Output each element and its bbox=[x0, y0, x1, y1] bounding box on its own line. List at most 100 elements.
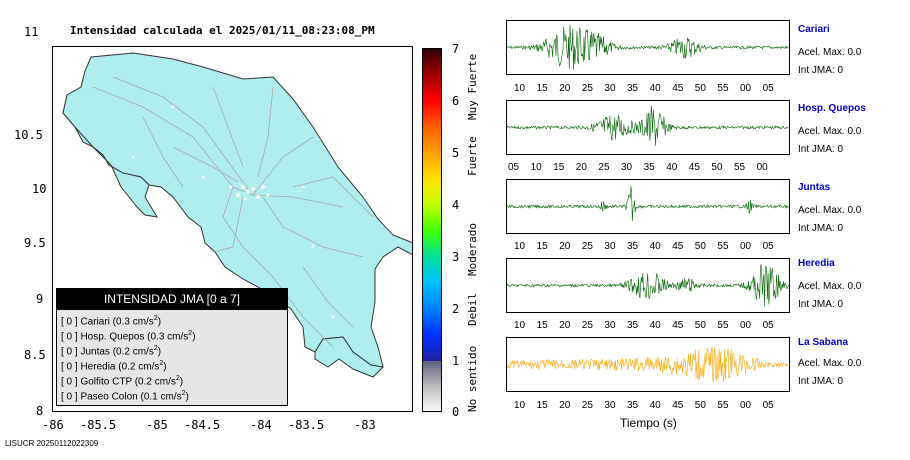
legend-header: INTENSIDAD JMA [0 a 7] bbox=[57, 289, 287, 310]
colorbar-tick: 5 bbox=[452, 146, 460, 160]
time-tick: 50 bbox=[711, 162, 723, 173]
map-y-tick: 8.5 bbox=[24, 348, 46, 362]
colorbar-tick: 6 bbox=[452, 94, 460, 108]
time-tick: 20 bbox=[559, 400, 571, 411]
time-tick: 15 bbox=[536, 83, 548, 94]
time-tick: 20 bbox=[575, 162, 587, 173]
station-int: Int JMA: 0 bbox=[798, 223, 844, 234]
intensity-colorbar bbox=[422, 48, 442, 412]
time-tick: 45 bbox=[672, 320, 684, 331]
time-tick: 40 bbox=[649, 83, 661, 94]
time-tick: 35 bbox=[643, 162, 655, 173]
time-tick: 05 bbox=[762, 83, 774, 94]
time-tick: 35 bbox=[627, 241, 639, 252]
station-name: Hosp. Quepos bbox=[798, 103, 866, 114]
seismogram-la-sabana bbox=[506, 337, 790, 392]
time-tick: 00 bbox=[740, 320, 752, 331]
colorbar-label-debil: Debil bbox=[466, 292, 479, 326]
map-x-tick: -86 bbox=[42, 418, 64, 432]
map-title: Intensidad calculada el 2025/01/11_08:23… bbox=[70, 24, 375, 37]
time-tick: 35 bbox=[627, 320, 639, 331]
footer-id: LISUCR 20250112022309 bbox=[5, 439, 99, 448]
legend-row-heredia: [ 0 ] Heredia (0.2 cm/s2) bbox=[61, 360, 167, 373]
colorbar-label-moderado: Moderado bbox=[466, 223, 479, 276]
station-acel: Acel. Max. 0.0 bbox=[798, 126, 862, 137]
colorbar-tick: 7 bbox=[452, 42, 460, 56]
station-acel: Acel. Max. 0.0 bbox=[798, 281, 862, 292]
waveform-trace bbox=[507, 186, 789, 222]
time-tick: 10 bbox=[530, 162, 542, 173]
time-tick: 05 bbox=[508, 162, 520, 173]
time-tick: 30 bbox=[604, 400, 616, 411]
colorbar-tick: 1 bbox=[452, 354, 460, 368]
station-int: Int JMA: 0 bbox=[798, 144, 844, 155]
map-y-tick: 10.5 bbox=[14, 128, 43, 142]
legend-row-cariari: [ 0 ] Cariari (0.3 cm/s2) bbox=[61, 315, 162, 328]
time-tick: 40 bbox=[666, 162, 678, 173]
time-tick: 40 bbox=[649, 320, 661, 331]
time-tick: 15 bbox=[536, 320, 548, 331]
time-tick: 35 bbox=[627, 83, 639, 94]
time-tick: 15 bbox=[536, 400, 548, 411]
time-tick: 20 bbox=[559, 83, 571, 94]
map-y-tick: 11 bbox=[24, 25, 39, 39]
town-markers bbox=[131, 105, 335, 319]
station-acel: Acel. Max. 0.0 bbox=[798, 358, 862, 369]
time-tick: 45 bbox=[672, 83, 684, 94]
time-tick: 55 bbox=[717, 83, 729, 94]
seismogram-cariari bbox=[506, 20, 790, 75]
intensity-legend: INTENSIDAD JMA [0 a 7] [ 0 ] Cariari (0.… bbox=[56, 288, 288, 406]
map-x-tick: -85 bbox=[146, 418, 168, 432]
station-name: Juntas bbox=[798, 182, 831, 193]
time-tick: 40 bbox=[649, 241, 661, 252]
station-int: Int JMA: 0 bbox=[798, 376, 844, 387]
station-name: La Sabana bbox=[798, 337, 849, 348]
osa-peninsula bbox=[314, 336, 385, 378]
map-y-tick: 9.5 bbox=[24, 236, 46, 250]
time-tick: 50 bbox=[694, 241, 706, 252]
colorbar-tick: 0 bbox=[452, 405, 460, 419]
map-x-tick: -85.5 bbox=[80, 418, 117, 432]
colorbar-tick: 2 bbox=[452, 302, 460, 316]
time-tick: 55 bbox=[717, 400, 729, 411]
time-tick: 20 bbox=[559, 320, 571, 331]
nicoya-peninsula bbox=[62, 94, 158, 218]
time-tick: 30 bbox=[604, 320, 616, 331]
station-acel: Acel. Max. 0.0 bbox=[798, 47, 862, 58]
time-tick: 00 bbox=[756, 162, 768, 173]
time-tick: 25 bbox=[581, 83, 593, 94]
waveform-trace bbox=[507, 24, 789, 70]
map-y-tick: 10 bbox=[32, 182, 47, 196]
time-tick: 30 bbox=[621, 162, 633, 173]
map-x-tick: -84.5 bbox=[184, 418, 221, 432]
legend-row-golfito: [ 0 ] Golfito CTP (0.2 cm/s2) bbox=[61, 375, 184, 388]
waveform-la-sabana bbox=[507, 346, 789, 383]
time-tick: 10 bbox=[514, 241, 526, 252]
waveform-cariari bbox=[507, 24, 789, 70]
map-x-tick: -84 bbox=[250, 418, 272, 432]
legend-row-paseo-colon: [ 0 ] Paseo Colon (0.1 cm/s2) bbox=[61, 390, 189, 403]
seismogram-heredia bbox=[506, 258, 790, 313]
time-tick: 15 bbox=[553, 162, 565, 173]
time-tick: 25 bbox=[581, 320, 593, 331]
time-tick: 55 bbox=[734, 162, 746, 173]
legend-row-juntas: [ 0 ] Juntas (0.2 cm/s2) bbox=[61, 345, 162, 358]
colorbar-label-muy-fuerte: Muy Fuerte bbox=[466, 53, 479, 120]
time-tick: 30 bbox=[604, 241, 616, 252]
legend-row-hosp-quepos: [ 0 ] Hosp. Quepos (0.3 cm/s2) bbox=[61, 330, 196, 343]
time-tick: 25 bbox=[598, 162, 610, 173]
time-tick: 50 bbox=[694, 83, 706, 94]
colorbar-label-fuerte: Fuerte bbox=[466, 136, 479, 176]
time-tick: 30 bbox=[604, 83, 616, 94]
time-tick: 00 bbox=[740, 400, 752, 411]
time-tick: 55 bbox=[717, 241, 729, 252]
time-tick: 45 bbox=[672, 400, 684, 411]
time-tick: 15 bbox=[536, 241, 548, 252]
time-tick: 10 bbox=[514, 400, 526, 411]
time-tick: 00 bbox=[740, 241, 752, 252]
time-tick: 10 bbox=[514, 83, 526, 94]
time-tick: 05 bbox=[762, 241, 774, 252]
costa-rica-map bbox=[62, 52, 412, 378]
time-tick: 25 bbox=[581, 241, 593, 252]
time-tick: 50 bbox=[694, 400, 706, 411]
